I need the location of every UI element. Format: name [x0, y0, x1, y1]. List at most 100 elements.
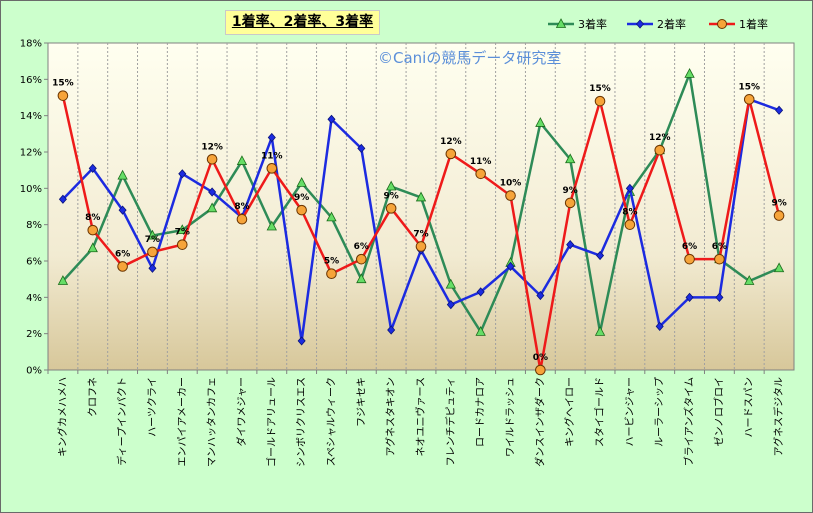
- point-marker-circle: [714, 253, 725, 265]
- legend-marker-diamond: [635, 19, 645, 29]
- x-tick-label: マンハッタンカフェ: [206, 377, 218, 467]
- x-tick-label: ダンスインザダーク: [533, 377, 546, 467]
- point-marker-triangle: [87, 242, 98, 253]
- chart-title: 1着率、2着率、3着率: [231, 14, 374, 30]
- point-marker-diamond: [566, 240, 575, 250]
- y-tick-label: 6%: [26, 257, 42, 268]
- data-label: 12%: [201, 142, 223, 152]
- data-label: 11%: [470, 157, 492, 167]
- data-label: 9%: [771, 199, 786, 209]
- point-marker-triangle: [326, 211, 337, 222]
- point-marker-diamond: [208, 187, 217, 197]
- point-marker-diamond: [536, 290, 545, 301]
- point-marker-diamond: [267, 132, 276, 143]
- point-marker-diamond: [327, 114, 336, 124]
- data-label: 8%: [622, 208, 637, 218]
- point-marker-triangle: [684, 68, 695, 78]
- data-label: 9%: [384, 191, 399, 201]
- point-marker-triangle: [266, 220, 277, 231]
- point-marker-diamond: [387, 325, 396, 335]
- point-marker-circle: [773, 210, 785, 221]
- point-marker-triangle: [415, 191, 427, 202]
- legend-label: 1着率: [739, 17, 768, 31]
- x-tick-label: ダイワメジャー: [235, 377, 248, 447]
- x-tick-label: ロードカナロア: [475, 377, 487, 447]
- point-marker-diamond: [297, 336, 306, 346]
- point-marker-triangle: [117, 169, 128, 180]
- point-marker-diamond: [506, 261, 515, 272]
- point-marker-triangle: [594, 325, 606, 336]
- data-label: 11%: [261, 151, 283, 161]
- point-marker-circle: [87, 224, 99, 236]
- point-marker-diamond: [446, 299, 455, 310]
- point-marker-circle: [624, 219, 636, 230]
- x-tick-label: フレンチデピュティ: [444, 377, 457, 466]
- data-label: 6%: [354, 242, 369, 252]
- point-marker-circle: [535, 364, 546, 376]
- point-marker-diamond: [178, 169, 187, 179]
- data-label: 9%: [294, 193, 309, 203]
- point-marker-circle: [176, 239, 188, 250]
- point-marker-circle: [475, 168, 486, 180]
- point-marker-diamond: [148, 263, 157, 273]
- x-tick-label: ブライアンズタイム: [683, 377, 696, 466]
- point-marker-diamond: [476, 287, 485, 297]
- point-marker-diamond: [685, 292, 694, 302]
- data-label: 6%: [712, 242, 727, 252]
- x-tick-label: ディープインパクト: [116, 377, 129, 466]
- point-marker-triangle: [177, 224, 188, 235]
- x-tick-label: アグネスタキオン: [384, 377, 397, 457]
- point-marker-triangle: [535, 117, 546, 127]
- x-tick-label: エンパイアメーカー: [176, 377, 188, 467]
- x-tick-label: キングヘイロー: [563, 377, 576, 447]
- point-marker-circle: [445, 148, 457, 160]
- data-label: 5%: [324, 257, 339, 267]
- x-tick-label: シンボリクリスエス: [296, 377, 308, 467]
- data-label: 15%: [738, 82, 760, 92]
- point-marker-triangle: [296, 177, 307, 187]
- point-marker-circle: [564, 197, 576, 209]
- y-tick-label: 2%: [26, 329, 42, 340]
- point-marker-circle: [266, 163, 278, 174]
- data-label: 6%: [115, 249, 130, 259]
- y-tick-label: 16%: [20, 75, 42, 86]
- y-tick-label: 18%: [20, 39, 42, 50]
- x-tick-label: ネオユニヴァース: [414, 377, 427, 457]
- point-marker-circle: [356, 253, 367, 265]
- y-tick-label: 10%: [20, 184, 42, 195]
- data-label: 12%: [649, 133, 671, 143]
- point-marker-circle: [326, 268, 337, 280]
- y-tick-label: 12%: [20, 148, 42, 159]
- point-marker-diamond: [596, 250, 605, 261]
- point-marker-circle: [206, 153, 218, 165]
- point-marker-circle: [594, 95, 606, 107]
- point-marker-triangle: [744, 275, 755, 285]
- x-tick-label: ハーツクライ: [146, 377, 158, 437]
- data-label: 9%: [563, 186, 578, 196]
- x-tick-label: キングカメハメハ: [56, 377, 69, 457]
- x-tick-label: フジキセキ: [355, 377, 367, 427]
- point-marker-triangle: [565, 153, 576, 164]
- chart-title-box: 1着率、2着率、3着率: [225, 10, 380, 35]
- data-label: 8%: [234, 202, 249, 212]
- watermark-text: ©Caniの競馬データ研究室: [378, 49, 561, 67]
- x-tick-label: スタイゴールド: [593, 377, 606, 447]
- point-marker-circle: [296, 204, 307, 216]
- point-marker-triangle: [445, 278, 457, 289]
- point-marker-diamond: [118, 205, 127, 215]
- legend-label: 3着率: [578, 17, 607, 31]
- x-tick-label: アグネスデジタル: [772, 377, 785, 456]
- point-marker-triangle: [356, 273, 367, 284]
- data-label: 7%: [175, 228, 190, 238]
- data-label: 6%: [682, 242, 697, 252]
- data-label: 8%: [85, 213, 100, 223]
- point-marker-circle: [684, 253, 695, 265]
- point-marker-triangle: [147, 229, 158, 240]
- point-marker-diamond: [655, 321, 664, 332]
- point-marker-circle: [654, 144, 666, 156]
- legend-label: 2着率: [657, 17, 686, 31]
- y-tick-label: 14%: [20, 111, 42, 122]
- data-label: 15%: [52, 79, 74, 89]
- y-tick-label: 8%: [26, 220, 42, 231]
